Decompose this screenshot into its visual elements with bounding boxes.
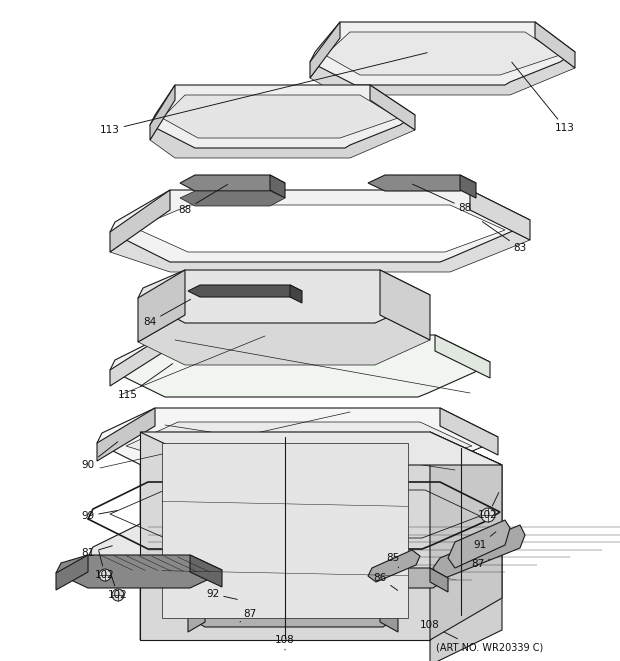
Polygon shape — [138, 270, 185, 342]
Polygon shape — [150, 85, 175, 140]
Polygon shape — [470, 190, 530, 240]
Text: 88: 88 — [179, 184, 228, 215]
Polygon shape — [290, 285, 302, 303]
Polygon shape — [252, 568, 270, 592]
Polygon shape — [97, 408, 155, 461]
Polygon shape — [140, 598, 502, 640]
Polygon shape — [433, 525, 525, 580]
Polygon shape — [180, 175, 285, 191]
Text: 85: 85 — [386, 553, 400, 568]
Text: 87: 87 — [240, 609, 257, 622]
Polygon shape — [310, 22, 575, 85]
Polygon shape — [370, 85, 415, 130]
Polygon shape — [110, 210, 530, 272]
Polygon shape — [310, 22, 340, 78]
Text: 108: 108 — [275, 635, 295, 650]
Polygon shape — [460, 175, 476, 198]
Text: 115: 115 — [118, 364, 173, 400]
Polygon shape — [150, 85, 415, 148]
Text: 92: 92 — [206, 589, 237, 600]
Text: 81: 81 — [81, 546, 112, 558]
Polygon shape — [135, 205, 505, 252]
Polygon shape — [150, 100, 415, 158]
Text: 102: 102 — [108, 574, 128, 600]
Polygon shape — [270, 175, 285, 198]
Polygon shape — [97, 408, 498, 472]
Polygon shape — [88, 520, 500, 587]
Polygon shape — [138, 270, 430, 323]
Polygon shape — [56, 555, 88, 590]
Text: 86: 86 — [373, 573, 397, 590]
Polygon shape — [430, 568, 448, 592]
Text: 87: 87 — [471, 559, 489, 569]
Polygon shape — [430, 432, 502, 661]
Polygon shape — [440, 408, 498, 455]
Polygon shape — [110, 190, 530, 262]
Polygon shape — [325, 32, 560, 75]
Polygon shape — [138, 315, 430, 365]
Polygon shape — [380, 607, 398, 632]
Text: 88: 88 — [412, 184, 472, 213]
Polygon shape — [56, 555, 222, 588]
Circle shape — [112, 589, 124, 601]
Text: 83: 83 — [482, 221, 526, 253]
Text: eReplacementParts.com: eReplacementParts.com — [238, 342, 382, 354]
Polygon shape — [180, 587, 232, 600]
Polygon shape — [110, 190, 170, 252]
Polygon shape — [126, 422, 472, 462]
Polygon shape — [140, 432, 502, 465]
Text: 91: 91 — [474, 532, 496, 550]
Text: 113: 113 — [512, 62, 575, 133]
Polygon shape — [310, 38, 575, 95]
Circle shape — [481, 508, 495, 522]
Text: 99: 99 — [81, 510, 117, 521]
Text: (ART NO. WR20339 C): (ART NO. WR20339 C) — [436, 643, 544, 653]
Text: 90: 90 — [81, 442, 118, 470]
Polygon shape — [188, 607, 398, 627]
Polygon shape — [535, 22, 575, 68]
Text: 102: 102 — [95, 551, 115, 580]
Polygon shape — [188, 285, 302, 297]
Polygon shape — [162, 443, 408, 618]
Text: 102: 102 — [478, 492, 499, 520]
Polygon shape — [190, 555, 222, 587]
Polygon shape — [430, 432, 502, 640]
Polygon shape — [368, 175, 476, 191]
Polygon shape — [140, 432, 502, 465]
Text: 108: 108 — [420, 620, 458, 639]
Polygon shape — [218, 587, 232, 612]
Text: 84: 84 — [143, 299, 190, 327]
Polygon shape — [162, 95, 398, 138]
Circle shape — [99, 569, 111, 581]
Polygon shape — [435, 335, 490, 378]
Polygon shape — [110, 335, 165, 386]
Text: 113: 113 — [100, 53, 427, 135]
Polygon shape — [448, 520, 510, 568]
Polygon shape — [140, 432, 430, 640]
Polygon shape — [368, 550, 420, 582]
Polygon shape — [110, 335, 490, 397]
Polygon shape — [188, 607, 205, 632]
Polygon shape — [180, 191, 285, 206]
Polygon shape — [380, 270, 430, 340]
Polygon shape — [252, 568, 448, 588]
